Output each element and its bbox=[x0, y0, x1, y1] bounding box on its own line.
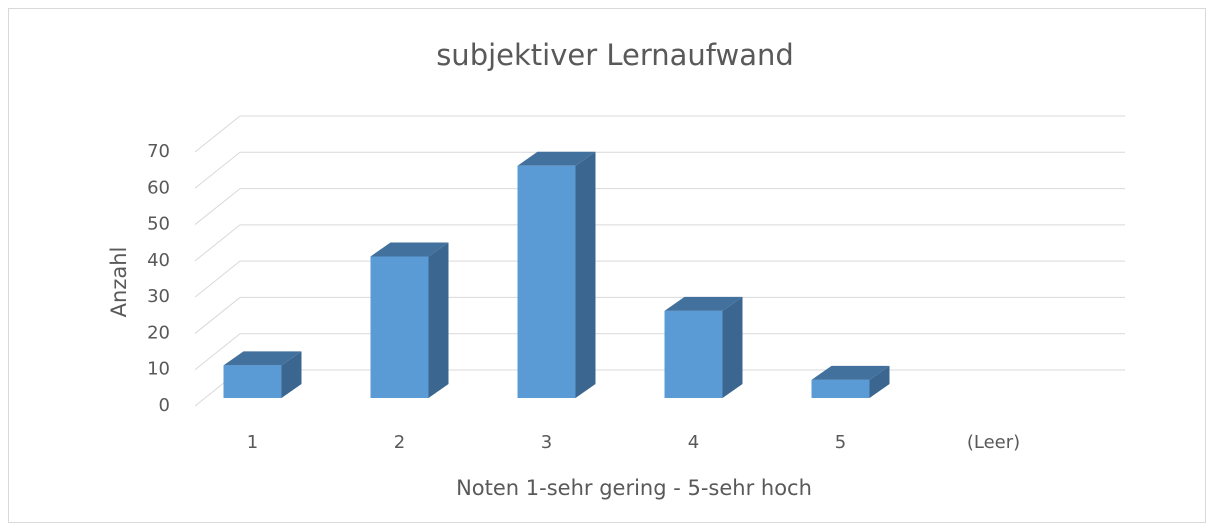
y-tick-label: 40 bbox=[147, 250, 170, 271]
bar bbox=[517, 165, 576, 398]
x-tick-label: 3 bbox=[541, 432, 552, 453]
bar-side bbox=[281, 351, 302, 398]
bar-top bbox=[664, 296, 743, 311]
bar-top bbox=[811, 365, 890, 380]
bar-top bbox=[370, 242, 449, 257]
grid-line bbox=[194, 333, 1125, 371]
y-axis-label: Anzahl bbox=[107, 247, 131, 318]
bar-side bbox=[428, 242, 449, 398]
bar-top bbox=[517, 151, 596, 166]
chart-frame bbox=[8, 8, 1206, 523]
grid-line bbox=[194, 151, 1125, 189]
grid-line bbox=[194, 296, 1125, 334]
y-tick-label: 70 bbox=[147, 141, 170, 162]
x-tick-label: (Leer) bbox=[967, 432, 1020, 453]
bar bbox=[811, 379, 870, 398]
bar bbox=[370, 256, 429, 398]
y-tick-label: 10 bbox=[147, 359, 170, 380]
bar-top bbox=[223, 351, 302, 366]
x-tick-label: 2 bbox=[394, 432, 405, 453]
bar bbox=[223, 365, 282, 398]
bar-side bbox=[869, 365, 890, 398]
x-axis-label: Noten 1-sehr gering - 5-sehr hoch bbox=[456, 476, 812, 500]
y-tick-label: 30 bbox=[147, 286, 170, 307]
x-tick-label: 4 bbox=[688, 432, 699, 453]
grid-line bbox=[194, 224, 1125, 262]
grid-line bbox=[194, 260, 1125, 298]
bar-side bbox=[722, 296, 743, 398]
x-tick-label: 1 bbox=[247, 432, 258, 453]
y-tick-label: 50 bbox=[147, 214, 170, 235]
bar-side bbox=[575, 151, 596, 398]
bar bbox=[664, 310, 723, 398]
y-tick-label: 20 bbox=[147, 322, 170, 343]
y-tick-label: 0 bbox=[159, 395, 170, 416]
chart-title: subjektiver Lernaufwand bbox=[436, 38, 794, 72]
grid-line bbox=[194, 188, 1125, 225]
y-tick-label: 60 bbox=[147, 177, 170, 198]
x-tick-label: 5 bbox=[835, 432, 846, 453]
grid-line bbox=[194, 115, 1125, 153]
